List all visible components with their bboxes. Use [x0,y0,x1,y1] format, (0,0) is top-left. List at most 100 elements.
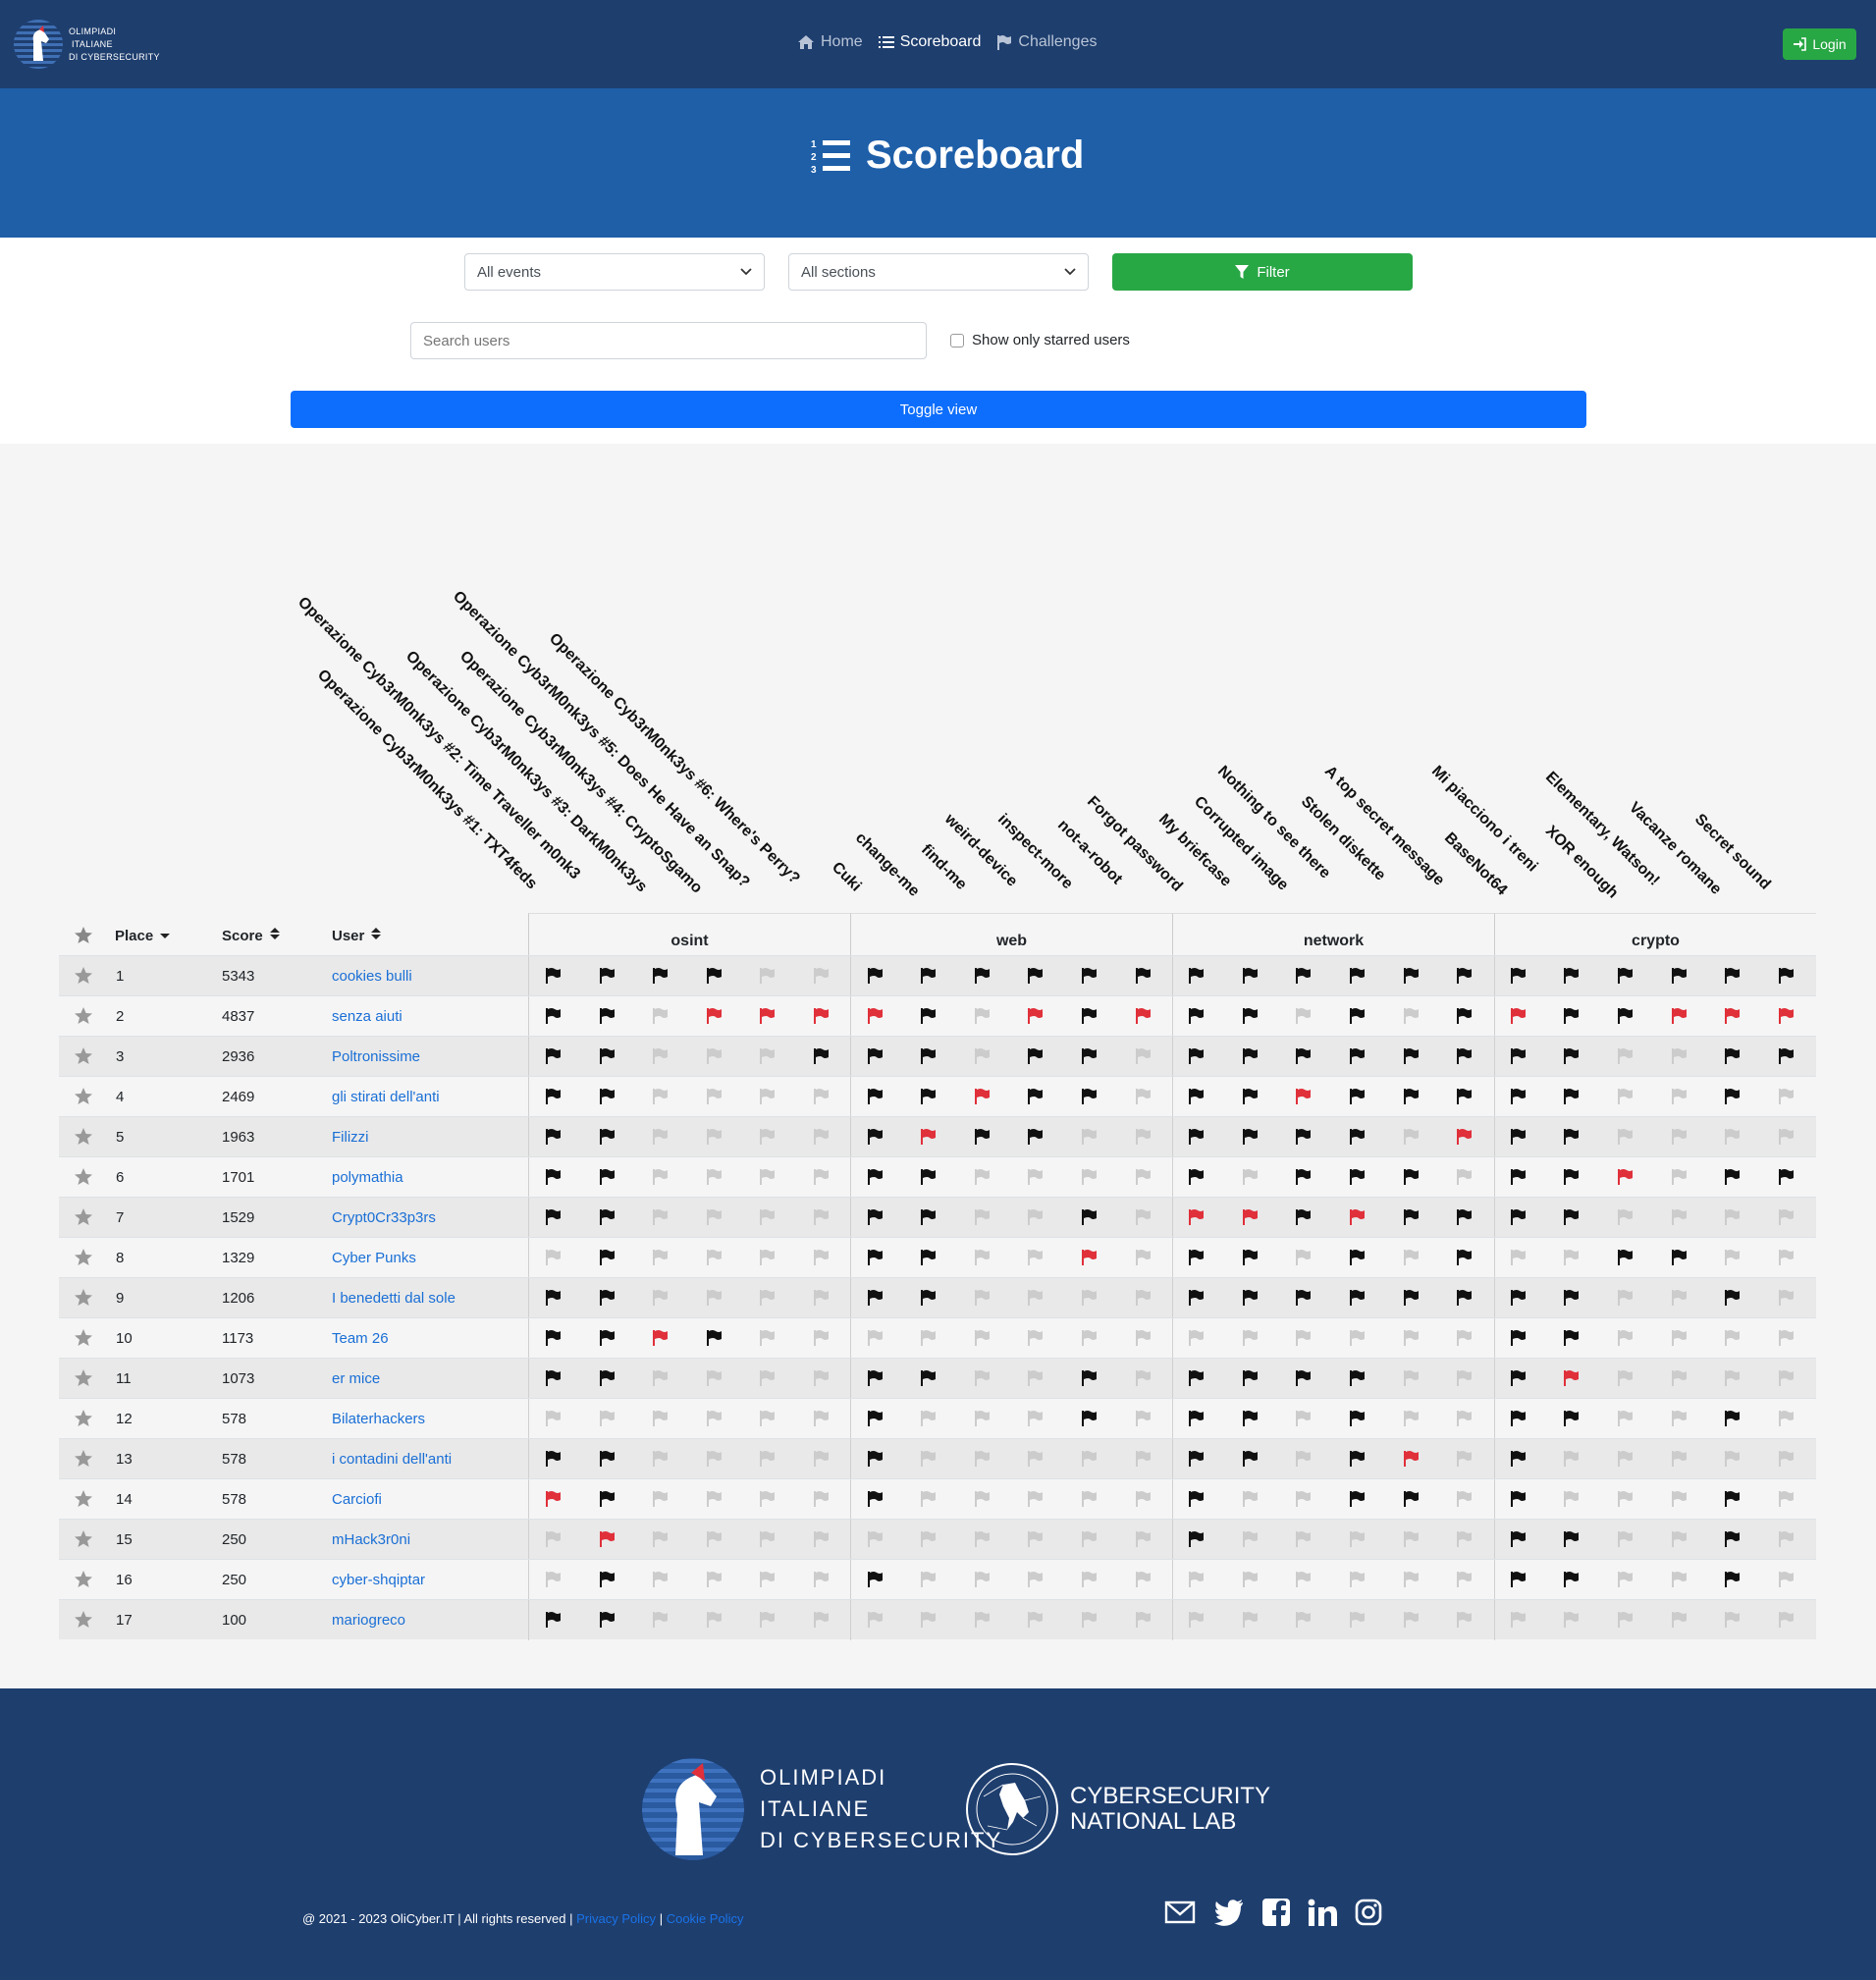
events-select[interactable]: All events [464,253,765,291]
flag-icon [867,1089,883,1104]
flag-icon [546,1250,561,1265]
user-link[interactable]: mHack3r0ni [332,1531,411,1548]
cookie-policy-link[interactable]: Cookie Policy [666,1911,744,1926]
privacy-policy-link[interactable]: Privacy Policy [576,1911,657,1926]
nav-challenges[interactable]: Challenges [996,33,1097,51]
flag-icon [1082,1008,1097,1024]
flag-icon [1778,1370,1794,1386]
flag-icon [1189,1491,1205,1507]
user-link[interactable]: cyber-shqiptar [332,1572,426,1588]
user-link[interactable]: Crypt0Cr33p3rs [332,1209,436,1226]
flag-icon [760,1290,776,1306]
search-users-input[interactable] [410,322,927,359]
nav-home-label: Home [821,33,863,50]
flag-icon [1510,1330,1526,1346]
flag-icon [814,1411,829,1426]
star-toggle-icon[interactable] [74,1046,93,1066]
star-toggle-icon[interactable] [74,1167,93,1187]
star-toggle-icon[interactable] [74,1449,93,1469]
user-link[interactable]: i contadini dell'anti [332,1451,453,1468]
flag-icon [1671,1330,1687,1346]
flag-icon [974,1451,990,1467]
mail-icon[interactable] [1164,1899,1196,1926]
brand-logo-link[interactable]: OLIMPIADI ITALIANE DI CYBERSECURITY [14,20,160,69]
user-link[interactable]: Filizzi [332,1129,369,1146]
star-toggle-icon[interactable] [74,1409,93,1428]
flag-icon [1457,1169,1473,1185]
filter-button[interactable]: Filter [1112,253,1413,291]
place-cell: 16 [116,1572,133,1588]
instagram-icon[interactable] [1355,1899,1382,1926]
flag-icon [1671,1048,1687,1064]
flag-icon [974,1531,990,1547]
linkedin-icon[interactable] [1308,1899,1337,1926]
user-link[interactable]: mariogreco [332,1612,406,1629]
star-toggle-icon[interactable] [74,1127,93,1147]
flag-icon [546,1531,561,1547]
place-column-header[interactable]: Place [115,927,171,966]
star-toggle-icon[interactable] [74,1489,93,1509]
user-link[interactable]: I benedetti dal sole [332,1290,456,1307]
nav-home[interactable]: Home [797,33,863,51]
flag-icon [1189,1008,1205,1024]
flag-icon [1403,1008,1419,1024]
star-toggle-icon[interactable] [74,1087,93,1106]
user-link[interactable]: gli stirati dell'anti [332,1089,440,1105]
flag-icon [653,1451,669,1467]
flag-icon [1189,1129,1205,1145]
flag-icon [1778,1330,1794,1346]
flag-icon [867,1250,883,1265]
flag-icon [867,1370,883,1386]
login-button[interactable]: Login [1783,28,1856,60]
star-toggle-icon[interactable] [74,1207,93,1227]
star-toggle-icon[interactable] [74,1328,93,1348]
olicyber-logo-icon [14,20,63,69]
table-row: 15 250 mHack3r0ni [59,1519,1816,1560]
table-row: 11 1073 er mice [59,1358,1816,1399]
nav-scoreboard[interactable]: Scoreboard [878,33,981,51]
user-link[interactable]: Poltronissime [332,1048,421,1065]
starred-toggle[interactable]: Show only starred users [950,332,1130,348]
flag-icon [1403,1209,1419,1225]
user-column-header[interactable]: User [332,927,382,966]
flag-icon [706,1612,722,1628]
star-toggle-icon[interactable] [74,1610,93,1630]
flag-icon [1135,1370,1151,1386]
flag-icon [814,1169,829,1185]
flag-icon [921,968,937,984]
flag-icon [1457,1048,1473,1064]
user-link[interactable]: Cyber Punks [332,1250,416,1266]
score-column-header[interactable]: Score [222,927,281,966]
toggle-view-button[interactable]: Toggle view [291,391,1586,428]
flag-icon [760,1572,776,1587]
sections-select[interactable]: All sections [788,253,1089,291]
starred-checkbox[interactable] [950,333,964,348]
star-toggle-icon[interactable] [74,1529,93,1549]
user-link[interactable]: Team 26 [332,1330,389,1347]
table-row: 6 1701 polymathia [59,1156,1816,1198]
flag-icon [1350,1451,1365,1467]
twitter-icon[interactable] [1213,1899,1245,1926]
flag-icon [1296,1008,1312,1024]
flag-icon [599,1330,615,1346]
flag-icon [1135,968,1151,984]
flag-icon [1510,1250,1526,1265]
star-toggle-icon[interactable] [74,1248,93,1267]
star-toggle-icon[interactable] [74,966,93,986]
star-toggle-icon[interactable] [74,1570,93,1589]
user-link[interactable]: er mice [332,1370,381,1387]
flag-icon [1242,1531,1258,1547]
national-lab-seal-icon [966,1763,1058,1855]
facebook-icon[interactable] [1262,1899,1290,1926]
user-link[interactable]: Bilaterhackers [332,1411,426,1427]
user-link[interactable]: cookies bulli [332,968,412,985]
user-link[interactable]: Carciofi [332,1491,382,1508]
star-toggle-icon[interactable] [74,1368,93,1388]
star-toggle-icon[interactable] [74,1288,93,1308]
user-link[interactable]: polymathia [332,1169,403,1186]
flag-icon [1082,1089,1097,1104]
page-title: 1 2 3 Scoreboard [811,134,1084,178]
user-link[interactable]: senza aiuti [332,1008,402,1025]
star-toggle-icon[interactable] [74,1006,93,1026]
flag-icon [1725,1048,1741,1064]
